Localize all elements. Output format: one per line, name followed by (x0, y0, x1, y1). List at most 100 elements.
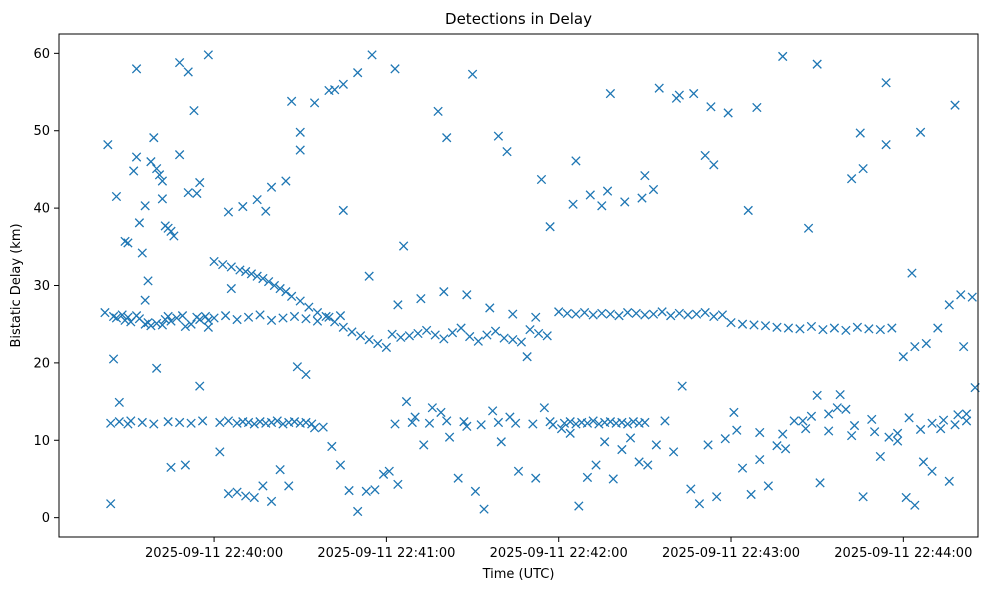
data-point (944, 300, 954, 310)
data-point (106, 418, 116, 428)
x-tick-label: 2025-09-11 22:44:00 (834, 546, 972, 561)
data-point (875, 451, 886, 462)
data-point (706, 102, 716, 112)
data-point (281, 287, 291, 297)
data-point (585, 190, 595, 200)
data-point (533, 328, 544, 339)
data-point (855, 128, 865, 138)
data-point (301, 417, 311, 428)
data-point (241, 491, 251, 501)
data-point (493, 417, 504, 428)
data-point (806, 321, 817, 332)
data-point (918, 457, 929, 467)
data-point (571, 419, 581, 429)
data-point (967, 292, 977, 302)
data-point (103, 140, 113, 150)
data-point (249, 419, 259, 429)
data-point (459, 417, 469, 427)
data-point (421, 325, 432, 336)
data-point (246, 269, 257, 279)
data-point (597, 308, 607, 319)
data-point (574, 501, 584, 511)
data-point (143, 276, 153, 286)
data-point (174, 57, 185, 68)
data-point (384, 466, 394, 476)
x-axis-title: Time (UTC) (482, 567, 555, 582)
data-point (321, 311, 331, 322)
data-point (275, 465, 285, 475)
data-point (151, 163, 162, 174)
data-point (324, 312, 334, 322)
data-point (643, 460, 653, 470)
chart-title: Detections in Delay (445, 10, 592, 28)
data-point (301, 314, 311, 324)
data-point (232, 314, 242, 325)
y-tick-label: 40 (33, 202, 50, 217)
data-point (594, 419, 604, 429)
data-point (447, 328, 458, 338)
data-point (232, 487, 242, 497)
data-point (465, 331, 475, 342)
data-point (301, 369, 311, 380)
data-point (938, 415, 949, 425)
data-point (907, 268, 917, 278)
data-point (559, 418, 570, 428)
data-point (910, 341, 920, 352)
data-point (841, 325, 851, 336)
data-point (691, 309, 702, 319)
data-point (215, 447, 225, 457)
data-point (479, 504, 489, 514)
data-point (536, 174, 547, 185)
data-point (166, 226, 176, 236)
data-point (637, 193, 647, 203)
data-point (327, 441, 337, 452)
data-point (869, 427, 880, 437)
data-point (795, 324, 805, 334)
y-axis: 0 10 20 30 40 50 60 (33, 47, 59, 526)
data-point (901, 492, 911, 503)
data-point (223, 207, 234, 217)
data-point (743, 205, 753, 216)
data-point (634, 457, 644, 467)
data-point (197, 416, 208, 426)
data-point (284, 481, 294, 491)
data-point (599, 437, 610, 447)
x-tick-label: 2025-09-11 22:40:00 (145, 546, 283, 561)
data-point (726, 317, 736, 328)
data-point (235, 265, 245, 275)
data-point (824, 409, 834, 419)
data-point (241, 266, 251, 277)
data-point (266, 496, 277, 507)
data-point (108, 354, 119, 364)
data-point (683, 310, 693, 320)
data-point (470, 486, 481, 497)
data-point (927, 418, 937, 428)
data-point (709, 160, 719, 170)
data-point (778, 51, 788, 62)
data-point (453, 473, 463, 483)
data-point (416, 293, 426, 304)
data-point (755, 427, 765, 438)
data-point (562, 308, 572, 319)
data-point (892, 436, 903, 446)
data-point (401, 396, 412, 407)
data-point (108, 311, 119, 322)
data-point (286, 96, 297, 106)
data-point (200, 311, 211, 322)
data-point (398, 241, 409, 251)
data-point (266, 182, 277, 192)
data-point (180, 460, 191, 470)
data-point (154, 170, 165, 180)
data-point (258, 481, 268, 491)
data-point (100, 307, 110, 318)
data-point (746, 489, 756, 500)
data-point (169, 231, 179, 241)
data-point (186, 319, 196, 329)
data-point (597, 201, 607, 211)
data-point (281, 176, 291, 186)
data-point (729, 407, 739, 418)
data-point (542, 331, 552, 341)
data-point (749, 320, 759, 330)
data-point (783, 323, 794, 333)
